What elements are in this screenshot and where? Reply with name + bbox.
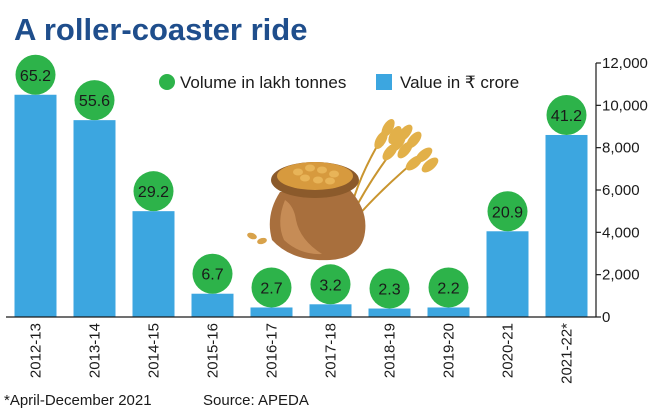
x-tick-label-2013-14: 2013-14 xyxy=(87,323,104,378)
x-tick-label-2012-13: 2012-13 xyxy=(28,323,45,378)
y-tick-label-8000: 8,000 xyxy=(602,140,640,157)
volume-marker-2012-13 xyxy=(15,54,56,95)
bar-2020-21 xyxy=(486,231,529,317)
legend-volume-label: Volume in lakh tonnes xyxy=(180,73,346,92)
y-tick-label-10000: 10,000 xyxy=(602,97,648,114)
volume-label-2018-19: 2.3 xyxy=(378,282,400,299)
y-tick-label-2000: 2,000 xyxy=(602,267,640,284)
volume-marker-2015-16 xyxy=(192,253,233,294)
x-tick-label-2020-21: 2020-21 xyxy=(500,323,517,378)
x-tick-label-2015-16: 2015-16 xyxy=(205,323,222,378)
x-tick-label-2018-19: 2018-19 xyxy=(382,323,399,378)
x-tick-label-2017-18: 2017-18 xyxy=(323,323,340,378)
y-tick-label-0: 0 xyxy=(602,309,610,326)
volume-marker-2018-19 xyxy=(369,268,410,309)
volume-labels-layer: 65.2 55.6 29.2 6.7 2.7 3.2 2.3 2.2 20.9 41.2 xyxy=(15,54,587,309)
bar-2018-19 xyxy=(368,308,411,317)
volume-label-2014-15: 29.2 xyxy=(138,184,169,201)
bar-2014-15 xyxy=(132,211,175,317)
volume-label-2015-16: 6.7 xyxy=(201,267,223,284)
legend-value-marker xyxy=(376,74,392,90)
x-tick-label-2021-22*: 2021-22* xyxy=(559,323,576,384)
x-tick-label-2019-20: 2019-20 xyxy=(441,323,458,378)
y-tick-label-12000: 12,000 xyxy=(602,55,648,72)
legend-volume-marker xyxy=(159,74,175,90)
volume-label-2013-14: 55.6 xyxy=(79,93,110,110)
volume-marker-2017-18 xyxy=(310,264,351,305)
bar-2013-14 xyxy=(73,120,116,318)
bar-2015-16 xyxy=(191,293,234,317)
bar-2012-13 xyxy=(14,94,57,317)
volume-label-2017-18: 3.2 xyxy=(319,277,341,294)
volume-marker-2016-17 xyxy=(251,267,292,308)
volume-marker-2014-15 xyxy=(133,171,174,212)
bars-layer xyxy=(14,94,588,318)
x-tick-label-2014-15: 2014-15 xyxy=(146,323,163,378)
volume-marker-2019-20 xyxy=(428,267,469,308)
y-axis: 0 2,000 4,000 6,000 8,000 10,000 12,000 xyxy=(595,55,648,326)
volume-marker-2021-22* xyxy=(546,94,587,135)
x-axis: 2012-13 2013-14 2014-15 2015-16 2016-17 2017-… xyxy=(6,316,596,384)
chart-title: A roller-coaster ride xyxy=(14,12,307,47)
volume-label-2020-21: 20.9 xyxy=(492,204,523,221)
x-tick-label-2016-17: 2016-17 xyxy=(264,323,281,378)
volume-marker-2013-14 xyxy=(74,80,115,121)
y-tick-label-6000: 6,000 xyxy=(602,182,640,199)
volume-label-2019-20: 2.2 xyxy=(437,280,459,297)
volume-label-2012-13: 65.2 xyxy=(20,68,51,85)
volume-label-2021-22*: 41.2 xyxy=(551,108,582,125)
bar-2019-20 xyxy=(427,307,470,317)
bar-2017-18 xyxy=(309,304,352,317)
legend: Volume in lakh tonnes Value in ₹ crore xyxy=(159,73,519,92)
volume-label-2016-17: 2.7 xyxy=(260,280,282,297)
y-tick-label-4000: 4,000 xyxy=(602,224,640,241)
source-note: Source: APEDA xyxy=(203,392,309,409)
volume-marker-2020-21 xyxy=(487,191,528,232)
bar-2016-17 xyxy=(250,307,293,317)
legend-value-label: Value in ₹ crore xyxy=(400,73,519,92)
wheat-grain-sack-illustration xyxy=(247,118,439,261)
bar-2021-22* xyxy=(545,134,588,317)
footnote: *April-December 2021 xyxy=(4,392,152,409)
